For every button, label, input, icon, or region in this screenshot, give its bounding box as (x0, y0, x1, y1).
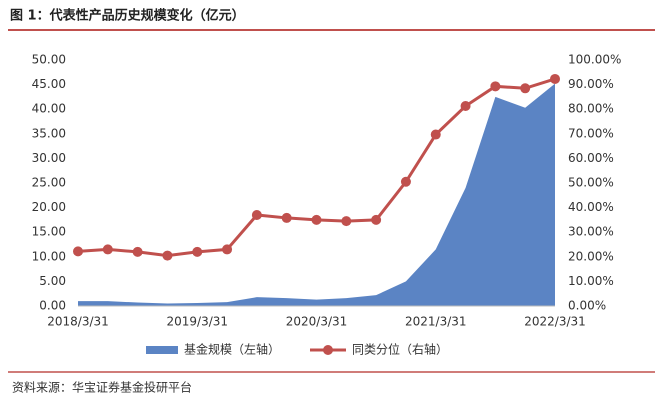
y-tick-label: 5.00 (39, 274, 66, 288)
x-tick-label: 2018/3/31 (47, 315, 109, 329)
point (102, 244, 113, 255)
point (460, 101, 471, 112)
y2-tick-label: 40.00% (568, 200, 614, 214)
legend-label: 同类分位（右轴） (352, 342, 448, 357)
area (78, 83, 555, 306)
point (162, 250, 173, 261)
point (341, 216, 352, 227)
point (371, 214, 382, 225)
y-tick-label: 15.00 (32, 225, 66, 239)
legend-swatch (323, 345, 333, 355)
x-tick-label: 2020/3/31 (286, 315, 348, 329)
y-tick-label: 25.00 (32, 176, 66, 190)
y2-tick-label: 10.00% (568, 274, 614, 288)
point (430, 129, 441, 140)
y2-tick-label: 90.00% (568, 77, 614, 91)
point (311, 214, 322, 225)
y-tick-label: 0.00 (39, 299, 66, 313)
point (192, 246, 203, 257)
y-tick-label: 40.00 (32, 102, 66, 116)
y2-tick-label: 20.00% (568, 249, 614, 263)
point (550, 73, 560, 84)
source: 资料来源：华宝证券基金投研平台 (12, 380, 192, 395)
x-tick-label: 2022/3/31 (524, 315, 586, 329)
y2-tick-label: 30.00% (568, 225, 614, 239)
y2-tick-label: 0.00% (568, 299, 606, 313)
y2-tick-label: 80.00% (568, 102, 614, 116)
x-tick-label: 2021/3/31 (405, 315, 467, 329)
chart-title: 图 1：代表性产品历史规模变化（亿元） (10, 8, 245, 24)
y-tick-label: 45.00 (32, 77, 66, 91)
y2-tick-label: 50.00% (568, 176, 614, 190)
point (490, 81, 501, 92)
y-tick-label: 50.00 (32, 53, 66, 67)
legend-swatch (146, 346, 178, 354)
point (400, 176, 411, 187)
y-tick-label: 20.00 (32, 200, 66, 214)
y-tick-label: 35.00 (32, 126, 66, 140)
x-tick-label: 2019/3/31 (166, 315, 228, 329)
point (132, 246, 143, 257)
y2-tick-label: 100.00% (568, 53, 621, 67)
y-tick-label: 30.00 (32, 151, 66, 165)
point (251, 209, 262, 220)
y-tick-label: 10.00 (32, 249, 66, 263)
point (222, 244, 233, 255)
y2-tick-label: 60.00% (568, 151, 614, 165)
point (73, 246, 83, 257)
y2-tick-label: 70.00% (568, 126, 614, 140)
point (281, 212, 292, 223)
point (520, 83, 531, 94)
legend-label: 基金规模（左轴） (184, 342, 280, 357)
